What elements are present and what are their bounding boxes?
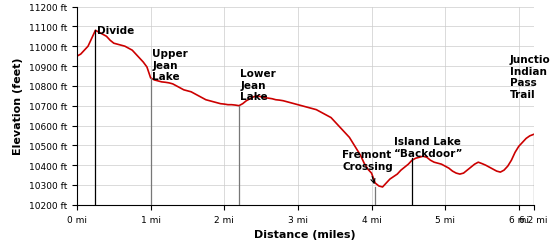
- X-axis label: Distance (miles): Distance (miles): [255, 229, 356, 239]
- Text: Upper
Jean
Lake: Upper Jean Lake: [152, 49, 188, 82]
- Y-axis label: Elevation (feet): Elevation (feet): [13, 58, 23, 155]
- Text: Divide: Divide: [97, 26, 134, 36]
- Text: Fremont
Crossing: Fremont Crossing: [342, 150, 393, 184]
- Text: Junction
Indian
Pass
Trail: Junction Indian Pass Trail: [510, 55, 550, 100]
- Text: Lower
Jean
Lake: Lower Jean Lake: [240, 69, 276, 102]
- Text: Island Lake
“Backdoor”: Island Lake “Backdoor”: [394, 137, 463, 158]
